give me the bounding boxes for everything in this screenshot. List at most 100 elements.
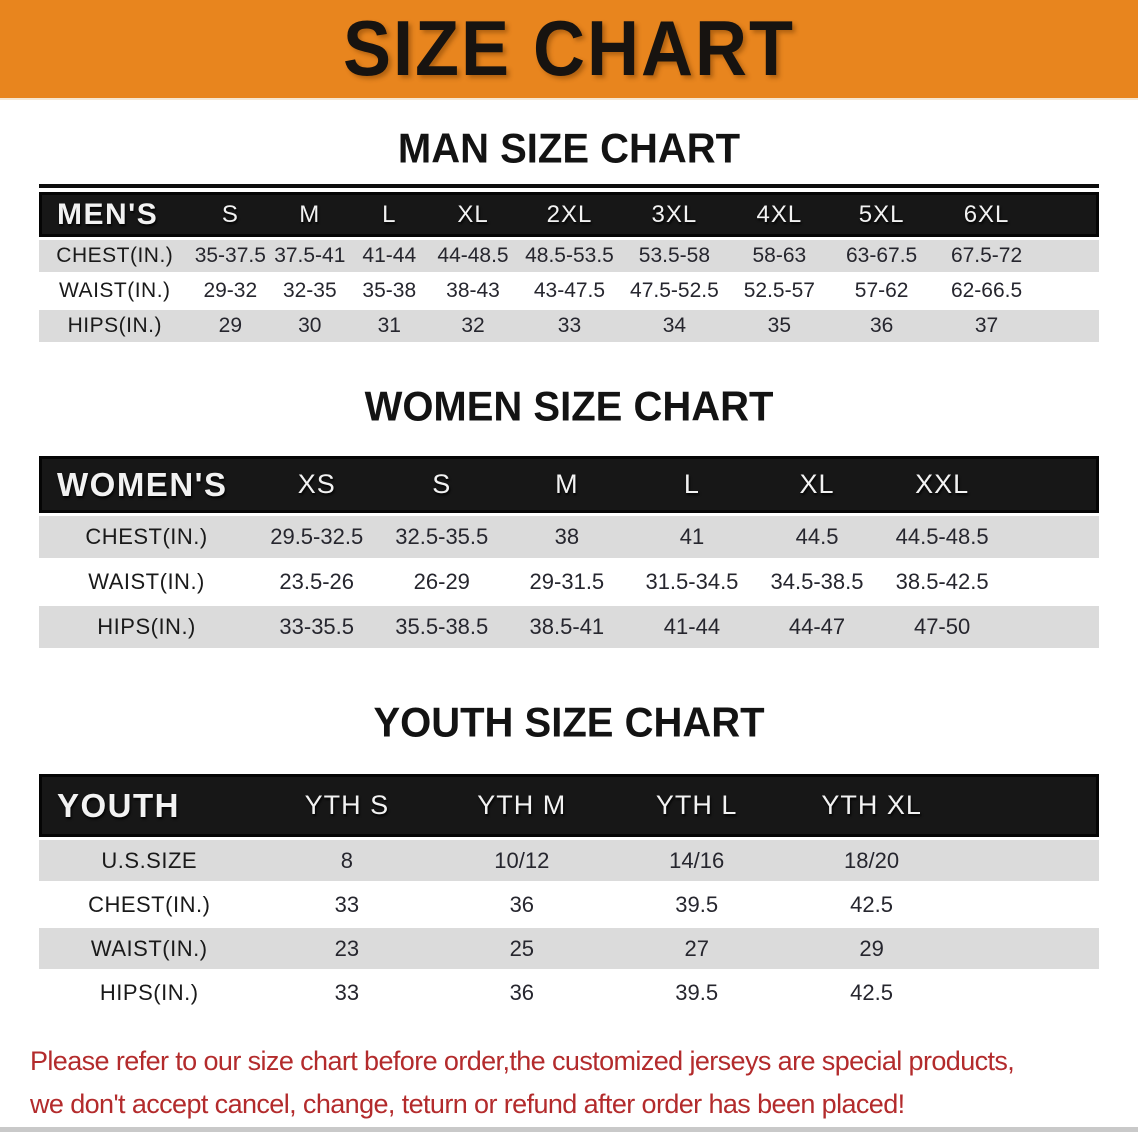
size-value-cell: 36	[434, 972, 610, 1013]
size-value-cell: 35	[726, 310, 832, 342]
size-value-cell: 37.5-41	[270, 240, 350, 272]
row-spacer	[959, 928, 1099, 969]
size-value-cell: 29	[190, 310, 271, 342]
size-value-cell: 38.5-41	[504, 606, 630, 648]
size-column-header: M	[270, 192, 350, 237]
men-size-table: MEN'S S M L XL 2XL 3XL 4XL 5XL 6XL CHEST(IN.) 35-37…	[39, 184, 1099, 345]
table-row: CHEST(IN.) 33 36 39.5 42.5	[39, 884, 1099, 925]
row-label: CHEST(IN.)	[39, 516, 255, 558]
size-value-cell: 57-62	[831, 275, 932, 307]
size-column-header: L	[629, 456, 755, 513]
size-value-cell: 32-35	[270, 275, 350, 307]
youth-section-heading: YOUTH SIZE CHART	[373, 699, 765, 747]
size-value-cell: 38.5-42.5	[879, 561, 1005, 603]
size-column-header: S	[190, 192, 271, 237]
size-value-cell: 43-47.5	[517, 275, 622, 307]
table-row: U.S.SIZE 8 10/12 14/16 18/20	[39, 840, 1099, 881]
size-column-header: YTH L	[609, 774, 785, 837]
row-label: HIPS(IN.)	[39, 972, 260, 1013]
size-column-header: XXL	[879, 456, 1005, 513]
table-row: WAIST(IN.) 29-32 32-35 35-38 38-43 43-47.5 47.…	[39, 275, 1099, 307]
size-value-cell: 31.5-34.5	[629, 561, 755, 603]
header-spacer	[959, 774, 1099, 837]
size-column-header: S	[379, 456, 505, 513]
size-table: YOUTH YTH S YTH M YTH L YTH XL U.S.SIZE 8 10/12…	[39, 771, 1099, 1016]
size-value-cell: 29-32	[190, 275, 271, 307]
size-value-cell: 36	[831, 310, 932, 342]
size-value-cell: 63-67.5	[831, 240, 932, 272]
men-section-heading: MAN SIZE CHART	[397, 125, 741, 173]
table-row: CHEST(IN.) 35-37.5 37.5-41 41-44 44-48.5 48.5…	[39, 240, 1099, 272]
table-row: HIPS(IN.) 33 36 39.5 42.5	[39, 972, 1099, 1013]
row-spacer	[959, 840, 1099, 881]
size-value-cell: 44.5-48.5	[879, 516, 1005, 558]
row-label: CHEST(IN.)	[39, 884, 260, 925]
table-group-label: WOMEN'S	[39, 456, 255, 513]
size-column-header: 4XL	[726, 192, 832, 237]
size-column-header: XS	[254, 456, 380, 513]
size-column-header: YTH M	[434, 774, 610, 837]
row-spacer	[1004, 516, 1099, 558]
size-value-cell: 34.5-38.5	[754, 561, 880, 603]
table-header-row: YOUTH YTH S YTH M YTH L YTH XL	[39, 774, 1099, 837]
row-label: HIPS(IN.)	[39, 310, 191, 342]
row-spacer	[959, 884, 1099, 925]
row-label: WAIST(IN.)	[39, 928, 260, 969]
size-value-cell: 52.5-57	[726, 275, 832, 307]
header-spacer	[1004, 456, 1099, 513]
size-value-cell: 25	[434, 928, 610, 969]
size-value-cell: 41	[629, 516, 755, 558]
size-value-cell: 48.5-53.5	[517, 240, 622, 272]
table-group-label: MEN'S	[39, 192, 191, 237]
size-value-cell: 31	[349, 310, 430, 342]
size-value-cell: 29-31.5	[504, 561, 630, 603]
row-spacer	[1004, 606, 1099, 648]
row-spacer	[959, 972, 1099, 1013]
size-value-cell: 30	[270, 310, 350, 342]
row-spacer	[1041, 240, 1099, 272]
size-value-cell: 42.5	[784, 884, 960, 925]
size-value-cell: 33	[517, 310, 622, 342]
size-value-cell: 32.5-35.5	[379, 516, 505, 558]
row-spacer	[1041, 275, 1099, 307]
disclaimer-line-2: we don't accept cancel, change, teturn o…	[30, 1089, 905, 1120]
table-row: CHEST(IN.) 29.5-32.5 32.5-35.5 38 41 44.5 44.5…	[39, 516, 1099, 558]
table-row: HIPS(IN.) 33-35.5 35.5-38.5 38.5-41 41-44 44-…	[39, 606, 1099, 648]
size-column-header: 3XL	[621, 192, 727, 237]
table-row: WAIST(IN.) 23 25 27 29	[39, 928, 1099, 969]
table-row: HIPS(IN.) 29 30 31 32 33 34 35 36 37	[39, 310, 1099, 342]
size-value-cell: 44-47	[754, 606, 880, 648]
size-value-cell: 23.5-26	[254, 561, 380, 603]
size-value-cell: 47-50	[879, 606, 1005, 648]
header-spacer	[1041, 192, 1099, 237]
table-header-row: WOMEN'S XS S M L XL XXL	[39, 456, 1099, 513]
size-column-header: 2XL	[517, 192, 622, 237]
size-value-cell: 37	[931, 310, 1042, 342]
size-value-cell: 35-37.5	[190, 240, 271, 272]
size-value-cell: 53.5-58	[621, 240, 727, 272]
size-value-cell: 41-44	[349, 240, 430, 272]
bottom-edge-strip	[0, 1127, 1138, 1132]
size-column-header: 5XL	[831, 192, 932, 237]
size-value-cell: 36	[434, 884, 610, 925]
size-column-header: 6XL	[931, 192, 1042, 237]
row-label: WAIST(IN.)	[39, 275, 191, 307]
size-value-cell: 35.5-38.5	[379, 606, 505, 648]
size-value-cell: 67.5-72	[931, 240, 1042, 272]
row-spacer	[1004, 561, 1099, 603]
size-table: WOMEN'S XS S M L XL XXL CHEST(IN.) 29.5-32.5 32.5…	[39, 453, 1099, 651]
size-value-cell: 18/20	[784, 840, 960, 881]
row-label: WAIST(IN.)	[39, 561, 255, 603]
size-value-cell: 39.5	[609, 972, 785, 1013]
row-label: HIPS(IN.)	[39, 606, 255, 648]
disclaimer-note: Please refer to our size chart before or…	[0, 1040, 1138, 1126]
youth-size-table: YOUTH YTH S YTH M YTH L YTH XL U.S.SIZE 8 10/12…	[39, 771, 1099, 1016]
size-column-header: L	[349, 192, 430, 237]
row-label: CHEST(IN.)	[39, 240, 191, 272]
women-section-heading: WOMEN SIZE CHART	[364, 383, 774, 431]
size-value-cell: 33	[259, 884, 435, 925]
table-row: WAIST(IN.) 23.5-26 26-29 29-31.5 31.5-34.5 34…	[39, 561, 1099, 603]
size-value-cell: 14/16	[609, 840, 785, 881]
table-header-row: MEN'S S M L XL 2XL 3XL 4XL 5XL 6XL	[39, 192, 1099, 237]
size-value-cell: 41-44	[629, 606, 755, 648]
